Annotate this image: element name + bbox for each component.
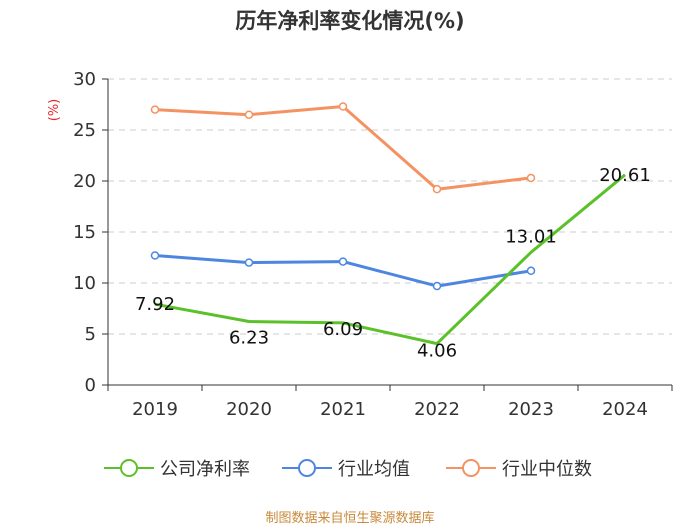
- data-labels: 7.92 6.23 6.09 4.06 13.01 20.61: [135, 165, 651, 362]
- legend-marker-1: [298, 459, 316, 477]
- y-tick-label-25: 25: [73, 120, 96, 141]
- data-label-2024: 20.61: [599, 165, 651, 186]
- x-tick-label-2020: 2020: [226, 399, 272, 420]
- x-tick-label-2023: 2023: [508, 399, 554, 420]
- point-s1-2023: [526, 266, 536, 276]
- y-axis-label: (%): [47, 99, 62, 122]
- point-s1-2020: [244, 258, 254, 267]
- point-s2-2020: [244, 110, 254, 119]
- point-s2-2019: [150, 105, 160, 114]
- axes: 0 5 10 15 20 25 30 2019 2020 2021 2022 2023 2024: [73, 69, 673, 420]
- point-s2-2023: [526, 173, 536, 183]
- legend: 公司净利率 行业均值 行业中位数: [104, 459, 592, 480]
- legend-label-2: 行业中位数: [502, 459, 592, 480]
- point-s1-2022: [432, 281, 442, 291]
- data-label-2022: 4.06: [417, 341, 457, 362]
- legend-label-0: 公司净利率: [160, 459, 250, 480]
- x-tick-label-2024: 2024: [602, 399, 648, 420]
- y-tick-label-30: 30: [73, 69, 96, 90]
- point-s1-2021: [338, 257, 348, 266]
- grid-lines: [108, 78, 672, 335]
- legend-label-1: 行业均值: [338, 459, 410, 480]
- y-tick-label-0: 0: [85, 375, 96, 396]
- point-s2-2021: [338, 102, 348, 111]
- series-line-2: [154, 105, 532, 191]
- data-label-2021: 6.09: [323, 319, 363, 340]
- data-label-2019: 7.92: [135, 294, 175, 315]
- y-tick-label-5: 5: [85, 324, 96, 345]
- series-line-0: [154, 173, 626, 346]
- data-label-2023: 13.01: [505, 226, 557, 247]
- legend-marker-0: [120, 459, 138, 477]
- y-tick-label-10: 10: [73, 273, 96, 294]
- x-tick-label-2021: 2021: [320, 399, 366, 420]
- x-tick-label-2019: 2019: [132, 399, 178, 420]
- y-tick-label-15: 15: [73, 222, 96, 243]
- series-lines: [150, 102, 626, 346]
- point-s2-2022: [432, 184, 442, 194]
- legend-marker-2: [462, 459, 480, 477]
- x-tick-label-2022: 2022: [414, 399, 460, 420]
- data-label-2020: 6.23: [229, 327, 269, 348]
- y-tick-label-20: 20: [73, 171, 96, 192]
- point-s1-2019: [150, 251, 160, 260]
- chart-title: 历年净利率变化情况(%): [235, 9, 464, 33]
- source-note: 制图数据来自恒生聚源数据库: [265, 510, 434, 525]
